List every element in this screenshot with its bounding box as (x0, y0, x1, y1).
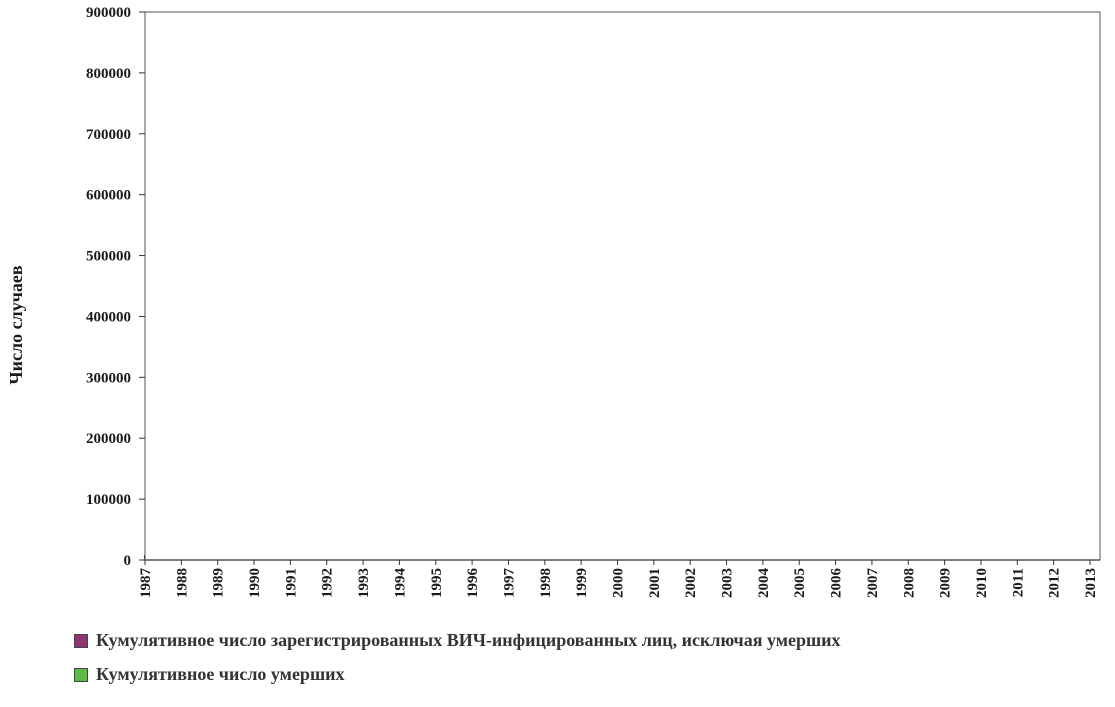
x-tick-label: 2009 (938, 568, 954, 598)
y-axis-label: Число случаев (6, 265, 26, 384)
x-axis-ticks: 1987 1988 1989 1990 1991 1992 1993 1994 1995 1996… (138, 560, 1099, 598)
x-tick-label: 2001 (647, 568, 663, 598)
y-axis-ticks: 0 100000 200000 300000 400000 500000 600000 700… (86, 5, 145, 569)
y-tick-label: 600000 (86, 188, 131, 204)
y-tick-label: 300000 (86, 370, 131, 386)
x-tick-label: 1992 (320, 568, 336, 598)
x-tick-label: 2010 (974, 568, 990, 598)
x-tick-label: 1987 (138, 568, 154, 599)
x-tick-label: 1988 (174, 568, 190, 598)
x-tick-label: 2007 (865, 568, 881, 599)
legend-label-infected: Кумулятивное число зарегистрированных ВИ… (96, 630, 841, 650)
x-tick-label: 1999 (574, 568, 590, 598)
y-tick-label: 400000 (86, 309, 131, 325)
plot-frame (144, 11, 1101, 561)
x-tick-label: 2003 (720, 568, 736, 598)
plot-area (144, 11, 1101, 561)
x-tick-label: 1997 (501, 568, 517, 599)
legend-item-infected: Кумулятивное число зарегистрированных ВИ… (74, 630, 841, 651)
y-tick-label: 800000 (86, 66, 131, 82)
y-tick-label: 900000 (86, 5, 131, 21)
y-tick-label: 700000 (86, 127, 131, 143)
y-tick-label: 200000 (86, 431, 131, 447)
x-tick-label: 1991 (283, 568, 299, 598)
x-tick-label: 1994 (392, 568, 408, 599)
legend-swatch-infected (74, 633, 88, 648)
x-tick-label: 2006 (829, 568, 845, 599)
legend-label-deaths: Кумулятивное число умерших (96, 664, 345, 684)
x-tick-label: 2013 (1083, 568, 1099, 598)
x-tick-label: 1995 (429, 568, 445, 598)
area-chart: 0 100000 200000 300000 400000 500000 600000 700… (6, 5, 1101, 598)
x-tick-label: 2002 (683, 568, 699, 598)
x-tick-label: 2004 (756, 568, 772, 599)
legend-swatch-deaths (74, 667, 88, 682)
x-tick-label: 1998 (538, 568, 554, 598)
x-tick-label: 2000 (611, 568, 627, 598)
y-tick-label: 0 (124, 553, 132, 569)
legend-item-deaths: Кумулятивное число умерших (74, 664, 345, 685)
x-tick-label: 2008 (901, 568, 917, 598)
x-tick-label: 1990 (247, 568, 263, 598)
y-tick-label: 500000 (86, 249, 131, 265)
x-tick-label: 2012 (1047, 568, 1063, 598)
x-tick-label: 1996 (465, 568, 481, 599)
x-tick-label: 1993 (356, 568, 372, 598)
y-tick-label: 100000 (86, 492, 131, 508)
x-tick-label: 2011 (1010, 568, 1026, 597)
x-tick-label: 1989 (211, 568, 227, 598)
x-tick-label: 2005 (792, 568, 808, 598)
